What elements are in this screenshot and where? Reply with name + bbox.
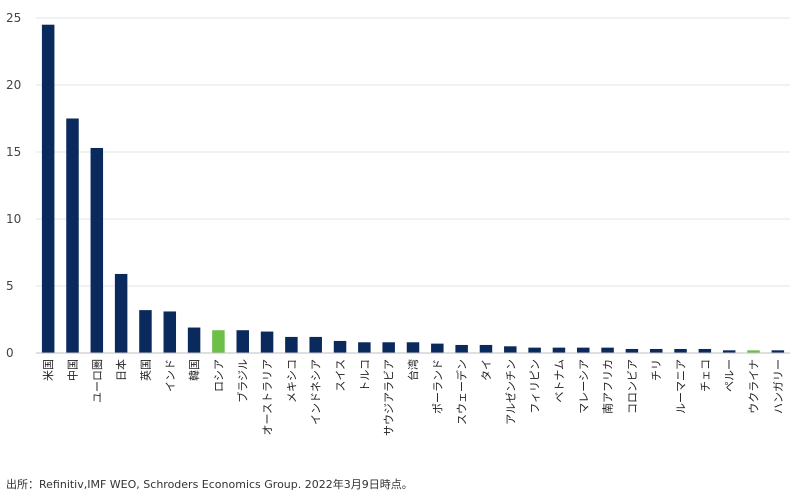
category-label: ポーランド	[431, 359, 444, 414]
y-tick-label: 20	[6, 78, 21, 92]
category-label: チリ	[650, 359, 663, 381]
bar-3	[114, 273, 128, 353]
bar-0	[41, 24, 55, 353]
bar-7	[212, 330, 225, 353]
bar-11	[309, 336, 322, 353]
bar-9	[260, 331, 274, 353]
category-label: スウェーデン	[455, 359, 469, 425]
category-label: メキシコ	[285, 359, 298, 403]
bar-8	[236, 330, 249, 353]
bar-4	[139, 310, 152, 353]
bar-18	[479, 344, 493, 353]
bar-21	[552, 347, 566, 353]
category-label: オーストラリア	[261, 359, 274, 435]
y-axis-ticks: 0 5 10 15 20 25	[6, 11, 21, 360]
y-tick-label: 5	[6, 279, 14, 293]
category-label: トルコ	[358, 359, 371, 392]
source-note: 出所：Refinitiv,IMF WEO, Schroders Economic…	[6, 478, 413, 491]
y-tick-label: 25	[6, 11, 21, 25]
bar-29	[747, 350, 760, 353]
bar-17	[455, 344, 468, 353]
bar-22	[577, 347, 590, 353]
category-label: スイス	[334, 359, 347, 392]
bar-12	[333, 340, 347, 353]
bar-15	[406, 342, 420, 353]
category-label: インド	[164, 359, 177, 392]
category-label: ウクライナ	[748, 359, 761, 414]
category-label: ベトナム	[553, 359, 566, 403]
category-label: ブラジル	[236, 359, 250, 403]
category-label: 台湾	[406, 359, 420, 381]
category-label: ハンガリー	[772, 359, 785, 414]
category-label: ルーマニア	[675, 359, 688, 414]
grid-lines	[36, 17, 790, 287]
bar-25	[649, 348, 663, 353]
category-label: 日本	[114, 359, 128, 381]
bar-24	[625, 348, 639, 353]
category-label: ユーロ圏	[91, 359, 104, 403]
bar-19	[504, 346, 517, 353]
bar-20	[528, 347, 541, 353]
bar-26	[674, 348, 687, 353]
category-label: 英国	[138, 359, 152, 381]
bar-14	[382, 342, 395, 353]
bar-23	[601, 347, 614, 353]
bar-10	[285, 336, 298, 353]
category-label: マレーシア	[577, 359, 590, 414]
category-label: アルゼンチン	[504, 359, 517, 425]
bar-5	[163, 311, 177, 353]
bar-chart: 0 5 10 15 20 25 米国 中国 ユーロ圏 日本 英国 インド 韓国 ロシア ブラジル オーストラ…	[6, 11, 790, 436]
category-label: チェコ	[699, 359, 712, 392]
category-label: インドネシア	[310, 359, 323, 425]
bars	[41, 24, 785, 353]
bar-6	[187, 327, 201, 353]
category-label: ロシア	[212, 359, 225, 392]
category-label: 中国	[66, 359, 79, 381]
bar-16	[431, 343, 444, 353]
category-label: タイ	[480, 359, 493, 381]
category-label: 南アフリカ	[602, 359, 615, 414]
category-label: 米国	[42, 359, 55, 381]
bar-28	[722, 350, 736, 353]
bar-30	[771, 350, 785, 353]
category-label: ペルー	[723, 359, 736, 392]
y-tick-label: 15	[6, 145, 21, 159]
category-labels: 米国 中国 ユーロ圏 日本 英国 インド 韓国 ロシア ブラジル オーストラリア メキシコ インドネシ…	[42, 359, 785, 436]
bar-1	[66, 118, 79, 353]
y-tick-label: 10	[6, 212, 21, 226]
category-label: 韓国	[188, 359, 201, 381]
category-label: サウジアラビア	[383, 359, 396, 436]
category-label: フィリピン	[529, 359, 542, 414]
bar-13	[358, 342, 371, 353]
category-label: コロンビア	[626, 359, 639, 414]
y-tick-label: 0	[6, 346, 14, 360]
bar-27	[698, 348, 712, 353]
bar-2	[90, 147, 104, 353]
